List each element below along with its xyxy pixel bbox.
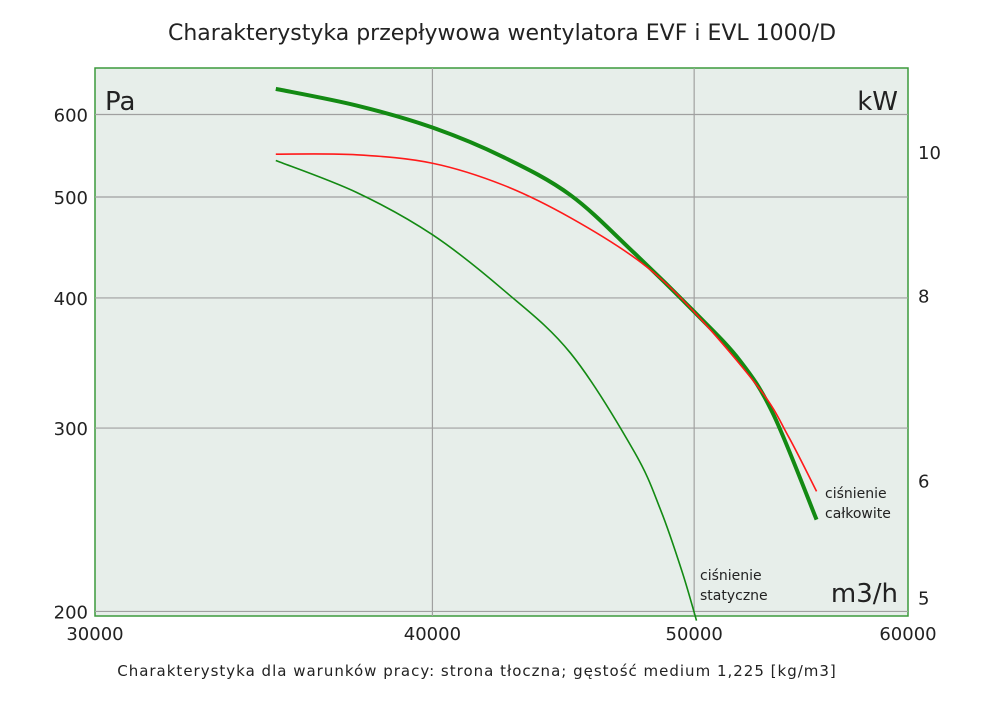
y-tick-label: 500 (54, 188, 88, 209)
label-static-pressure-2: statyczne (700, 588, 768, 604)
y-tick-label: 300 (54, 419, 88, 440)
label-total-pressure-2: całkowite (825, 506, 891, 522)
footnote: Charakterystyka dla warunków pracy: stro… (117, 662, 837, 680)
x-axis-unit: m3/h (831, 579, 898, 609)
y-axis-unit: Pa (105, 87, 135, 117)
y-tick-label: 400 (54, 289, 88, 310)
power-curve (275, 153, 818, 492)
y2-axis-unit: kW (857, 87, 898, 117)
y-tick-label: 600 (54, 106, 88, 127)
x-tick-label: 60000 (879, 624, 936, 645)
y2-tick-label: 10 (918, 143, 941, 164)
y2-tick-label: 6 (918, 472, 929, 493)
plot-area (94, 67, 909, 617)
x-tick-label: 30000 (66, 624, 123, 645)
y2-tick-label: 5 (918, 589, 929, 610)
x-tick-label: 50000 (666, 624, 723, 645)
label-total-pressure-1: ciśnienie (825, 486, 887, 502)
x-tick-label: 40000 (404, 624, 461, 645)
chart-title: Charakterystyka przepływowa wentylatora … (168, 21, 836, 46)
label-static-pressure-1: ciśnienie (700, 568, 762, 584)
y-tick-label: 200 (54, 602, 88, 623)
static-pressure-curve (275, 159, 698, 621)
y2-tick-label: 8 (918, 287, 929, 308)
